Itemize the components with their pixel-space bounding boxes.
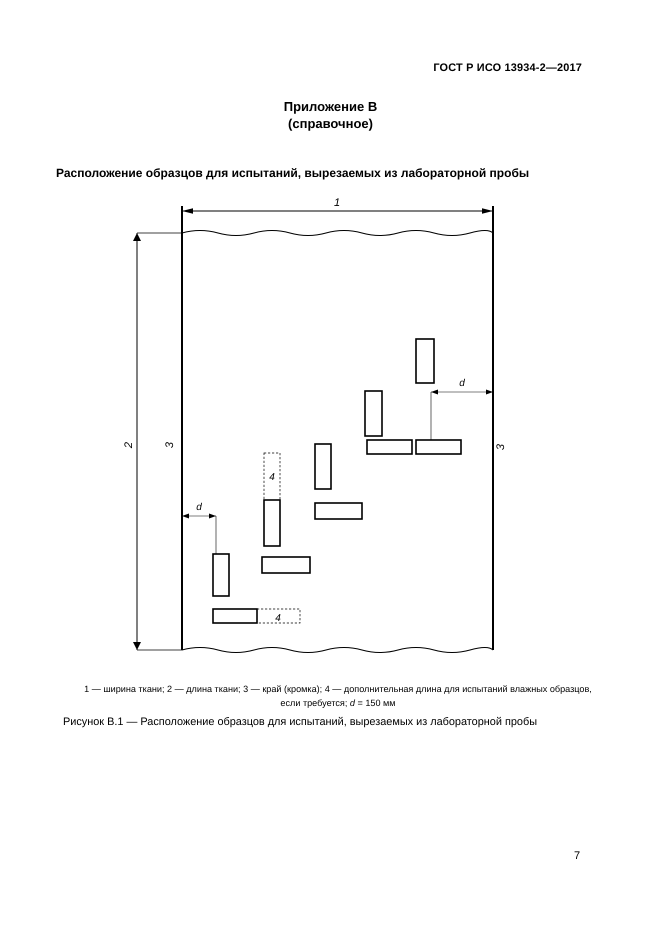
svg-text:3: 3 [164, 441, 176, 448]
svg-text:1: 1 [334, 197, 340, 209]
svg-text:d: d [459, 378, 465, 389]
svg-text:3: 3 [495, 443, 507, 450]
svg-text:4: 4 [269, 472, 275, 483]
svg-text:2: 2 [123, 442, 135, 449]
svg-text:d: d [196, 502, 202, 513]
svg-text:4: 4 [275, 613, 281, 624]
